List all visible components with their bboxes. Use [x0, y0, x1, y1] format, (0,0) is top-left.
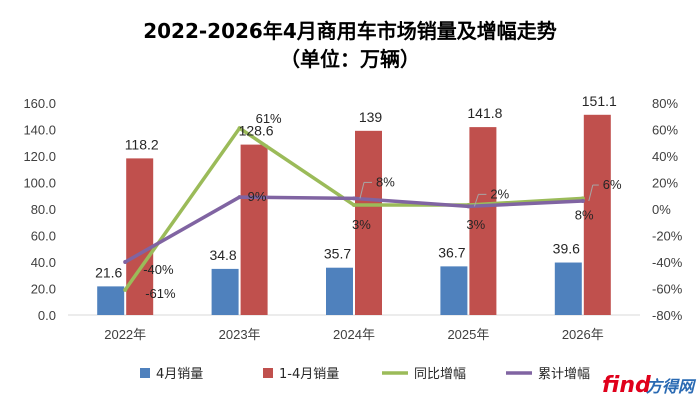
chart-subtitle: （单位：万辆） [280, 47, 420, 71]
right-axis-ticks: -80% -60% -40% -20% 0% 20% 40% 60% 80% [652, 96, 683, 323]
right-tick-label: 0% [652, 202, 671, 217]
line-point [123, 287, 128, 292]
label-leader-line [359, 182, 365, 199]
right-tick-label: 80% [652, 96, 678, 111]
right-tick-label: 40% [652, 149, 678, 164]
bar [97, 286, 125, 315]
bar [326, 267, 353, 315]
right-tick-label: -80% [652, 308, 683, 323]
left-tick-label: 20.0 [31, 282, 56, 297]
left-tick-label: 140.0 [23, 123, 56, 138]
category-label: 2025年 [447, 327, 489, 342]
watermark-text: find [602, 373, 651, 398]
line-data-label: 8% [575, 207, 594, 222]
category-label: 2022年 [104, 327, 146, 342]
label-leader-line [588, 184, 594, 202]
line-data-label: -40% [143, 262, 174, 277]
bar-data-label: 118.2 [125, 136, 159, 152]
watermark-logo: find 方得网 [602, 373, 697, 398]
line-point [466, 204, 471, 209]
legend-label: 同比增幅 [414, 367, 466, 382]
right-tick-label: -20% [652, 229, 683, 244]
series-line [123, 126, 585, 292]
left-axis-ticks: 0.0 20.0 40.0 60.0 80.0 100.0 120.0 140.0 160.0 [23, 96, 56, 323]
bar [554, 262, 582, 315]
bar [355, 130, 382, 315]
bars-layer [97, 114, 611, 316]
line-point [352, 196, 356, 201]
legend-swatch [263, 368, 273, 378]
line-data-label: 9% [248, 189, 267, 204]
bar [440, 266, 468, 315]
bar-data-label: 128.6 [239, 123, 274, 139]
bar-data-label: 21.6 [95, 264, 122, 280]
bar [469, 127, 497, 316]
bar-data-label: 34.8 [209, 247, 236, 263]
line-point [237, 195, 242, 200]
line-data-label: 6% [603, 177, 622, 192]
line-data-label: 3% [466, 217, 485, 232]
category-label: 2023年 [219, 327, 261, 342]
legend-label: 累计增幅 [538, 367, 590, 382]
bar-data-label: 141.8 [467, 105, 502, 121]
bar-data-label: 151.1 [582, 93, 617, 109]
lines-layer [123, 126, 585, 292]
left-tick-label: 80.0 [31, 202, 56, 217]
legend-swatch [140, 368, 150, 378]
bar-data-label: 35.7 [324, 246, 351, 262]
line-data-label: 2% [490, 186, 509, 201]
bar [211, 268, 239, 315]
legend-label: 4月销量 [156, 367, 203, 382]
bar [583, 114, 611, 315]
left-tick-label: 0.0 [38, 308, 56, 323]
legend: 4月销量 1-4月销量 同比增幅 累计增幅 [140, 367, 590, 382]
category-label: 2024年 [333, 327, 375, 342]
bar-data-label: 36.7 [438, 244, 465, 260]
line-point [237, 126, 242, 131]
line-data-label: 61% [256, 111, 282, 126]
left-tick-label: 100.0 [23, 176, 56, 191]
right-tick-label: -40% [652, 255, 683, 270]
line-point [123, 260, 128, 264]
bar [126, 158, 154, 315]
data-labels-layer: 21.6 34.8 35.7 36.7 39.6 118.2 128.6 139 141.8 15… [95, 93, 622, 301]
watermark-text-cn: 方得网 [646, 377, 697, 396]
line-point [352, 203, 356, 208]
left-tick-label: 160.0 [23, 96, 56, 111]
bar-data-label: 39.6 [553, 241, 580, 257]
left-tick-label: 40.0 [31, 255, 56, 270]
legend-label: 1-4月销量 [279, 367, 339, 382]
left-tick-label: 120.0 [23, 149, 56, 164]
right-tick-label: 20% [652, 176, 678, 191]
right-tick-label: -60% [652, 282, 683, 297]
chart-title: 2022-2026年4月商用车市场销量及增幅走势 [143, 19, 557, 43]
label-leader-line [473, 194, 479, 207]
bar [240, 144, 268, 315]
bar-data-label: 139 [359, 109, 383, 125]
right-tick-label: 60% [652, 123, 678, 138]
left-tick-label: 60.0 [31, 229, 56, 244]
category-label: 2026年 [562, 327, 604, 342]
line-data-label: 8% [376, 174, 395, 189]
line-data-label: -61% [145, 286, 176, 301]
line-point [580, 199, 585, 204]
category-labels: 2022年 2023年 2024年 2025年 2026年 [104, 327, 604, 342]
line-data-label: 3% [352, 217, 371, 232]
